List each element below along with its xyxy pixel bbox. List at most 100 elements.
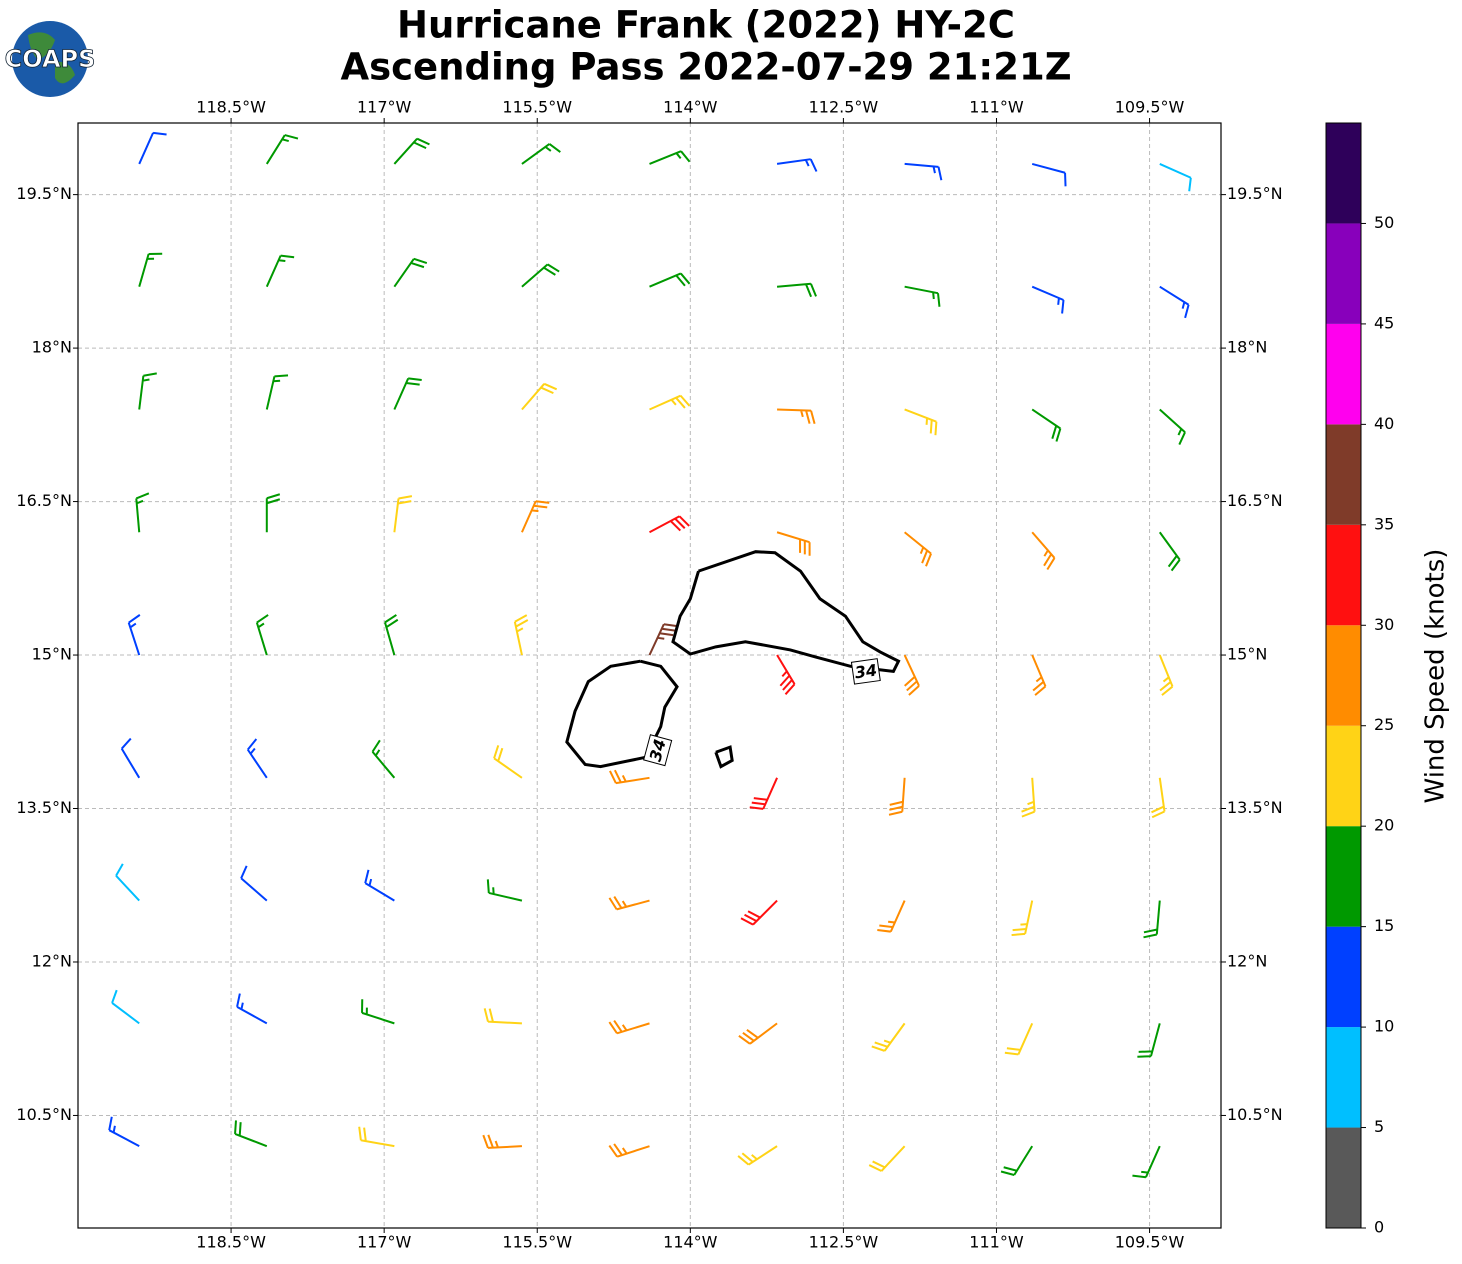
wind-barb (777, 408, 816, 425)
logo-land (28, 32, 75, 84)
wind-barb (608, 896, 650, 911)
wind-barb (384, 614, 399, 656)
contour-label-box (643, 734, 673, 767)
wind-barb (737, 1145, 778, 1166)
wind-barb (111, 989, 140, 1025)
wind-barb (393, 495, 413, 533)
x-tick-label: 118.5°W (196, 1233, 266, 1252)
wind-barb (1031, 162, 1067, 187)
colorbar-tick-label: 40 (1374, 414, 1394, 433)
colorbar-tick-label: 25 (1374, 715, 1394, 734)
wind-barb (371, 739, 396, 779)
wind-barb (1159, 408, 1186, 445)
wind-barb (483, 1008, 522, 1025)
wind-barb (1151, 777, 1166, 819)
colorbar-label: Wind Speed (knots) (1421, 549, 1451, 804)
x-tick-label: 115.5°W (502, 1233, 572, 1252)
y-tick-label: 18°N (1227, 338, 1267, 357)
colorbar-frame (1325, 122, 1362, 1229)
x-tick-label: 109.5°W (1115, 98, 1185, 117)
wind-barb (138, 252, 163, 287)
x-tick-label: 114°W (663, 1233, 718, 1252)
wind-barb (904, 408, 938, 436)
y-tick-label: 15°N (1227, 645, 1267, 664)
colorbar-segment (1326, 524, 1361, 626)
wind-barb (649, 394, 691, 411)
wind-barb (738, 1022, 778, 1045)
y-tick-label: 18°N (32, 338, 72, 357)
wind-barb (521, 263, 560, 288)
x-tick-label: 115.5°W (502, 98, 572, 117)
y-tick-label: 19.5°N (1227, 184, 1283, 203)
x-tick-label: 114°W (663, 98, 718, 117)
wind-barb (1159, 163, 1192, 192)
x-tick-label: 112.5°W (809, 1233, 879, 1252)
wind-barb (1132, 1145, 1161, 1179)
contour-label: 34 (850, 658, 881, 685)
wind-barb (1021, 777, 1036, 818)
chart-title: Hurricane Frank (2022) HY-2C (397, 4, 1015, 47)
wind-barb (493, 745, 523, 779)
wind-barb (236, 993, 268, 1025)
wind-barb (255, 614, 269, 656)
wind-barb (265, 134, 299, 165)
colorbar-tick-label: 45 (1374, 313, 1394, 332)
wind-barb (265, 374, 289, 410)
x-tick-label: 118.5°W (196, 98, 266, 117)
wind-barb (513, 614, 529, 656)
wind-barb (486, 879, 523, 902)
wind-barb (393, 137, 430, 165)
wind-barb (521, 500, 550, 533)
wind-barb (246, 738, 268, 779)
wind-barb (649, 515, 690, 534)
wind-barb (776, 282, 817, 298)
x-tick-label: 109.5°W (1115, 1233, 1185, 1252)
wind-barb (904, 162, 943, 181)
x-tick-label: 117°W (357, 1233, 412, 1252)
wind-barb (138, 372, 157, 410)
colorbar-tick-label: 5 (1374, 1117, 1384, 1136)
contour-34kt (565, 659, 679, 769)
wind-barb (265, 254, 295, 288)
y-tick-label: 16.5°N (1227, 491, 1283, 510)
colorbar-segment (1326, 625, 1361, 726)
wind-barb (903, 654, 920, 696)
wind-barb (108, 1116, 140, 1148)
wind-barb (1031, 285, 1065, 314)
wind-barb (608, 1143, 650, 1158)
colorbar-segment (1326, 323, 1361, 425)
y-tick-label: 12°N (1227, 951, 1267, 970)
colorbar-segment (1326, 424, 1361, 525)
y-tick-label: 19.5°N (16, 184, 72, 203)
chart-subtitle: Ascending Pass 2022-07-29 21:21Z (340, 46, 1071, 89)
wind-barb (1159, 285, 1190, 319)
wind-barb (521, 382, 558, 411)
wind-barb (1158, 654, 1174, 696)
colorbar-segment (1326, 1127, 1361, 1228)
colorbar-tick-label: 50 (1374, 213, 1394, 232)
wind-barb (393, 257, 428, 288)
colorbar-segment (1326, 826, 1361, 927)
wind-barb (649, 272, 691, 288)
wind-barb (265, 493, 281, 533)
wind-barb (1158, 531, 1181, 572)
contour-34kt (714, 745, 734, 769)
wind-barb (1137, 1023, 1161, 1058)
colorbar-tick-label: 30 (1374, 615, 1394, 634)
wind-barb (1000, 1145, 1034, 1176)
wind-barb (776, 531, 811, 556)
contour-label-box (850, 658, 881, 685)
colorbar-tick-label: 35 (1374, 514, 1394, 533)
y-tick-label: 13.5°N (1227, 798, 1283, 817)
wind-barb (1031, 531, 1056, 570)
wind-barb (649, 150, 691, 165)
wind-barb (871, 1022, 906, 1052)
wind-barb (609, 769, 650, 785)
wind-barb (393, 377, 422, 410)
wind-barb (888, 777, 906, 816)
colorbar-tick-label: 20 (1374, 816, 1394, 835)
wind-barb (482, 1134, 522, 1149)
colorbar-segment (1326, 725, 1361, 827)
wind-barb (1004, 1022, 1034, 1056)
